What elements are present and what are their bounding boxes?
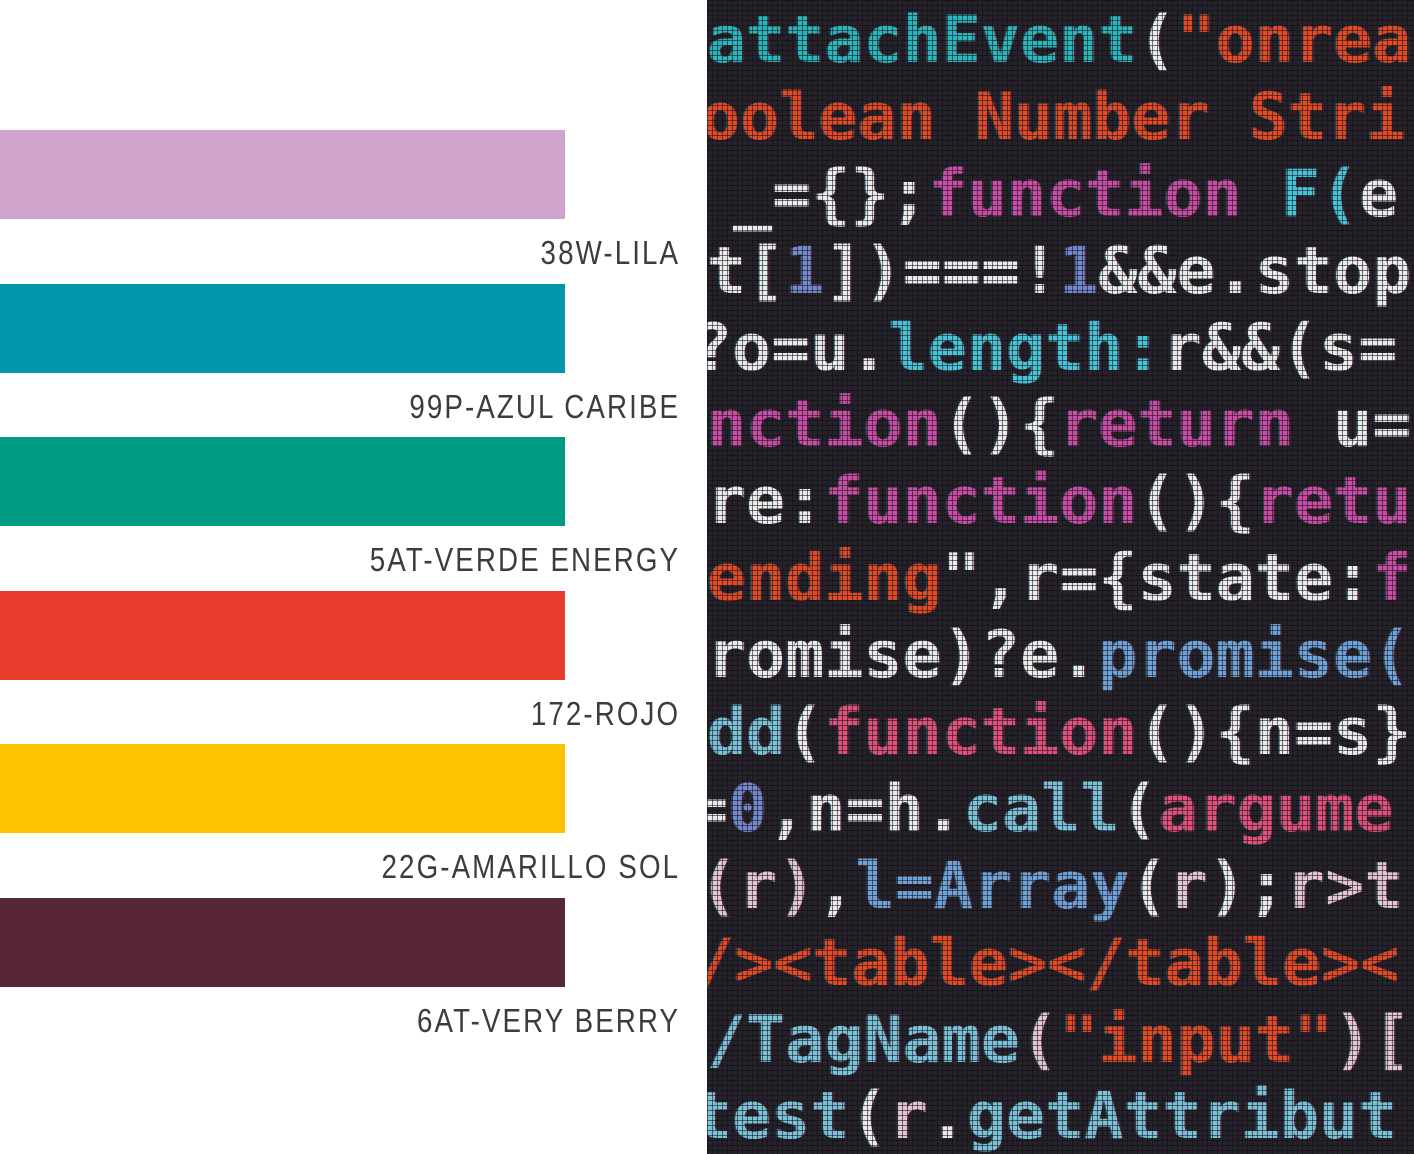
code-token: dd bbox=[707, 694, 786, 770]
code-line: /TagName("input")[ bbox=[707, 1002, 1414, 1079]
code-token: "input" bbox=[1059, 1002, 1334, 1078]
code-token: getAttribut bbox=[966, 1079, 1398, 1154]
color-palette-panel: 38W-LILA 99P-AZUL CARIBE 5AT-VERDE ENERG… bbox=[0, 130, 707, 1052]
color-code-label: 22G-AMARILLO SOL bbox=[381, 848, 681, 885]
code-token: ( bbox=[1129, 848, 1169, 924]
code-token: test bbox=[707, 1079, 850, 1154]
color-swatch bbox=[0, 437, 565, 526]
code-token: . bbox=[927, 1079, 967, 1154]
code-token: ( bbox=[785, 694, 825, 770]
code-token: f bbox=[1372, 541, 1412, 617]
code-token: r bbox=[888, 1079, 928, 1154]
code-line: romise)?e. promise( bbox=[707, 617, 1414, 694]
color-swatch bbox=[0, 590, 565, 680]
code-token: call bbox=[962, 771, 1120, 847]
code-token: r bbox=[1168, 848, 1208, 924]
code-token: promise( bbox=[1098, 618, 1412, 694]
code-token: u= bbox=[1294, 387, 1412, 463]
color-code-label: 5AT-VERDE ENERGY bbox=[369, 541, 681, 578]
palette-item: 5AT-VERDE ENERGY bbox=[0, 437, 707, 591]
code-token: 0 bbox=[728, 771, 768, 847]
code-token: e bbox=[1359, 156, 1399, 232]
color-swatch bbox=[0, 130, 565, 219]
code-token: function bbox=[824, 694, 1138, 770]
code-line: ending ",r={state: f bbox=[707, 540, 1414, 617]
palette-item: 38W-LILA bbox=[0, 130, 707, 284]
code-token: ( bbox=[1020, 1002, 1060, 1078]
code-line: oolean Number Stri bbox=[707, 79, 1414, 156]
color-code-label: 38W-LILA bbox=[540, 234, 681, 271]
code-token: ,n=h. bbox=[767, 771, 963, 847]
palette-item: 99P-AZUL CARIBE bbox=[0, 283, 707, 438]
code-token: r&&(s= bbox=[1162, 310, 1398, 386]
code-token: r>t bbox=[1286, 848, 1404, 924]
code-line: = 0 ,n=h. call(argume bbox=[707, 771, 1414, 848]
code-token: "onrea bbox=[1176, 2, 1412, 78]
code-token: &&e.stop bbox=[1098, 233, 1412, 309]
code-token: (r) bbox=[707, 848, 817, 924]
code-line: _={}; function F(e bbox=[733, 156, 1414, 233]
code-token: retu bbox=[1254, 464, 1412, 540]
palette-item: 6AT-VERY BERRY bbox=[0, 897, 707, 1052]
code-token: argume bbox=[1158, 771, 1394, 847]
code-token: (){ bbox=[1137, 464, 1255, 540]
color-code-label: 6AT-VERY BERRY bbox=[417, 1001, 681, 1039]
code-token: ",r={state: bbox=[941, 541, 1373, 617]
code-token: /><table></table>< bbox=[707, 925, 1400, 1001]
code-token: F( bbox=[1280, 156, 1360, 232]
code-token: function bbox=[824, 464, 1138, 540]
code-line: (r), l=Array(r); r>t bbox=[707, 848, 1414, 925]
palette-item: 22G-AMARILLO SOL bbox=[0, 744, 707, 898]
code-line: /><table></table>< bbox=[707, 925, 1414, 1002]
code-token: )[ bbox=[1333, 1002, 1412, 1078]
code-line: nction(){return u= bbox=[707, 386, 1414, 463]
code-token: ])===! bbox=[824, 233, 1060, 309]
code-token: (){n=s} bbox=[1137, 694, 1412, 770]
code-token: ); bbox=[1207, 848, 1287, 924]
code-line: test(r. getAttribut bbox=[707, 1078, 1414, 1154]
code-token: return bbox=[1059, 387, 1295, 463]
code-token: /TagName bbox=[707, 1002, 1021, 1078]
code-token: romise)?e. bbox=[707, 618, 1099, 694]
code-token: length: bbox=[888, 310, 1163, 386]
code-token: (){ bbox=[941, 387, 1060, 463]
code-token: 1 bbox=[1059, 233, 1099, 309]
code-token bbox=[1242, 162, 1281, 227]
code-token: nction bbox=[707, 387, 942, 463]
color-code-label: 172-ROJO bbox=[530, 694, 681, 732]
code-screen-panel: attachEvent("onrea oolean Number Stri _=… bbox=[707, 0, 1414, 1154]
code-line: t[1])===! 1 &&e.stop bbox=[707, 233, 1414, 310]
code-token: 1 bbox=[785, 233, 825, 309]
code-token: , bbox=[816, 848, 856, 924]
color-swatch bbox=[0, 283, 565, 373]
color-swatch bbox=[0, 897, 565, 987]
code-token: function bbox=[928, 156, 1242, 232]
code-line: ?o=u. length: r&&(s= bbox=[707, 310, 1414, 387]
code-line: attachEvent("onrea bbox=[707, 2, 1414, 79]
code-line: re: function(){retu bbox=[707, 463, 1414, 540]
code-token: re: bbox=[707, 464, 825, 540]
palette-item: 172-ROJO bbox=[0, 590, 707, 745]
code-token: ( bbox=[849, 1079, 889, 1154]
code-token: l=Array bbox=[855, 848, 1130, 924]
code-token: t[ bbox=[707, 233, 786, 309]
code-token: = bbox=[707, 771, 729, 847]
code-token: ending bbox=[707, 541, 942, 617]
code-token: _={}; bbox=[733, 156, 929, 232]
code-token: attachEvent bbox=[707, 2, 1138, 78]
code-token: ?o=u. bbox=[707, 310, 889, 386]
code-token: ( bbox=[1119, 771, 1159, 847]
code-token: ( bbox=[1137, 2, 1177, 78]
code-token: oolean Number Stri bbox=[707, 79, 1406, 155]
color-swatch bbox=[0, 744, 565, 833]
color-code-label: 99P-AZUL CARIBE bbox=[409, 387, 681, 425]
code-line: dd(function (){n=s} bbox=[707, 694, 1414, 771]
